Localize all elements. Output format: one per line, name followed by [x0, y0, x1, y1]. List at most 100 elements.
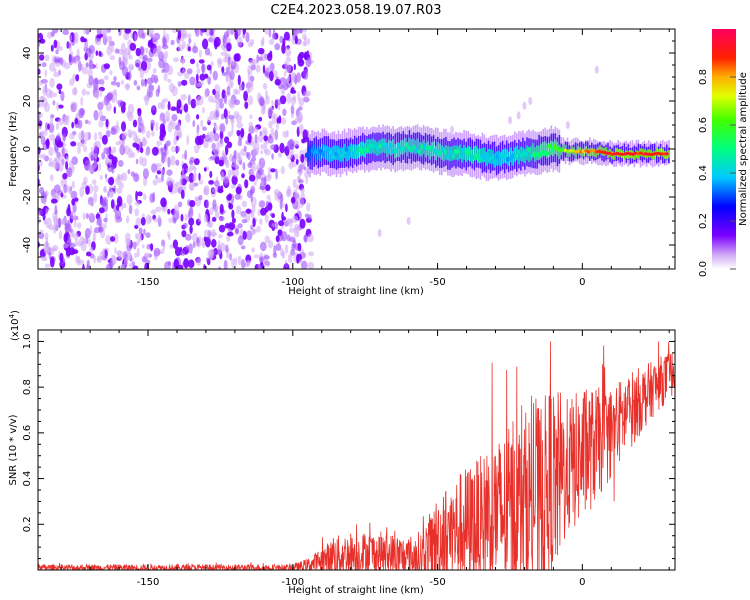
noise-blob [202, 126, 207, 131]
signal-envelope-cell [593, 148, 595, 157]
noise-blob [214, 180, 220, 187]
noise-blob [77, 119, 83, 129]
signal-core-cell [542, 150, 547, 156]
signal-envelope-cell [447, 145, 449, 161]
noise-blob [299, 29, 304, 34]
noise-blob [254, 126, 259, 133]
signal-core-cell [545, 150, 549, 157]
signal-envelope-cell [532, 143, 534, 158]
signal-core-cell [441, 147, 445, 153]
noise-blob [105, 130, 111, 138]
noise-blob [155, 88, 160, 98]
noise-blob [78, 131, 86, 142]
noise-blob [106, 46, 113, 56]
signal-core-cell [334, 151, 338, 158]
snr-frame [37, 329, 676, 571]
noise-blob [182, 68, 186, 75]
noise-blob [140, 124, 146, 135]
noise-blob [215, 109, 220, 118]
noise-blob [236, 129, 241, 137]
noise-blob [206, 64, 212, 71]
noise-blob [85, 29, 90, 35]
noise-blob [220, 185, 224, 193]
noise-blob [134, 208, 140, 217]
noise-blob [265, 184, 271, 192]
noise-blob [119, 144, 126, 156]
noise-blob [267, 106, 274, 117]
noise-blob [224, 94, 227, 105]
noise-blob [281, 43, 286, 54]
noise-blob [155, 163, 162, 168]
signal-envelope-cell [558, 144, 561, 160]
noise-blob [126, 215, 130, 224]
noise-blob [209, 155, 217, 160]
signal-core-cell [480, 154, 484, 160]
spectrogram-signal-track [305, 124, 670, 181]
noise-blob [101, 100, 106, 107]
noise-blob [202, 133, 206, 139]
noise-blob [172, 57, 180, 63]
noise-blob [192, 241, 196, 249]
signal-core-cell [368, 143, 372, 149]
noise-blob [180, 213, 184, 222]
noise-blob [244, 101, 249, 110]
noise-blob [56, 140, 64, 148]
noise-blob [203, 167, 207, 172]
noise-blob [103, 147, 110, 154]
noise-blob [285, 188, 292, 198]
signal-core-cell [446, 154, 450, 160]
noise-blob [203, 213, 209, 223]
noise-blob [259, 256, 264, 262]
noise-blob [219, 216, 226, 222]
noise-blob [34, 207, 38, 216]
signal-envelope-cell [327, 146, 330, 161]
signal-envelope-cell [390, 141, 392, 156]
noise-blob [273, 70, 278, 79]
noise-blob [298, 124, 304, 135]
noise-blob [217, 59, 222, 68]
noise-blob [77, 255, 80, 263]
noise-blob [34, 168, 37, 178]
noise-blob [220, 137, 223, 145]
noise-blob [205, 199, 209, 209]
noise-blob [115, 141, 121, 146]
noise-blob [301, 138, 306, 144]
noise-blob [151, 105, 156, 111]
noise-blob [247, 70, 251, 81]
noise-blob [213, 124, 219, 132]
noise-blob [241, 173, 245, 179]
noise-blob [218, 234, 223, 239]
signal-core-cell [438, 150, 443, 156]
noise-blob [308, 251, 315, 257]
noise-blob [49, 77, 55, 88]
noise-blob [300, 187, 305, 194]
noise-blob [98, 86, 105, 92]
noise-blob [84, 227, 91, 239]
noise-blob [98, 226, 104, 233]
noise-blob [92, 78, 99, 90]
signal-core-cell [365, 147, 370, 153]
noise-blob [229, 70, 235, 81]
noise-blob [181, 79, 188, 86]
noise-blob [88, 238, 91, 247]
noise-blob [52, 29, 59, 34]
noise-blob [231, 258, 236, 269]
noise-blob [198, 59, 205, 64]
noise-blob [39, 54, 45, 61]
noise-blob [203, 139, 209, 149]
noise-blob [135, 47, 141, 57]
noise-blob [172, 239, 178, 249]
noise-blob [253, 146, 257, 154]
noise-blob [61, 146, 65, 158]
noise-blob [260, 207, 267, 216]
noise-blob [243, 145, 247, 152]
noise-blob [263, 255, 270, 260]
noise-blob [103, 63, 111, 69]
noise-blob [274, 99, 282, 106]
signal-core-cell [665, 152, 669, 156]
snr-y-ticks: 0.2 0.4 0.6 0.8 1.0 [22, 333, 675, 560]
noise-blob [34, 87, 37, 95]
noise-blob [214, 39, 218, 50]
noise-blob [80, 108, 86, 116]
noise-blob [150, 243, 154, 252]
